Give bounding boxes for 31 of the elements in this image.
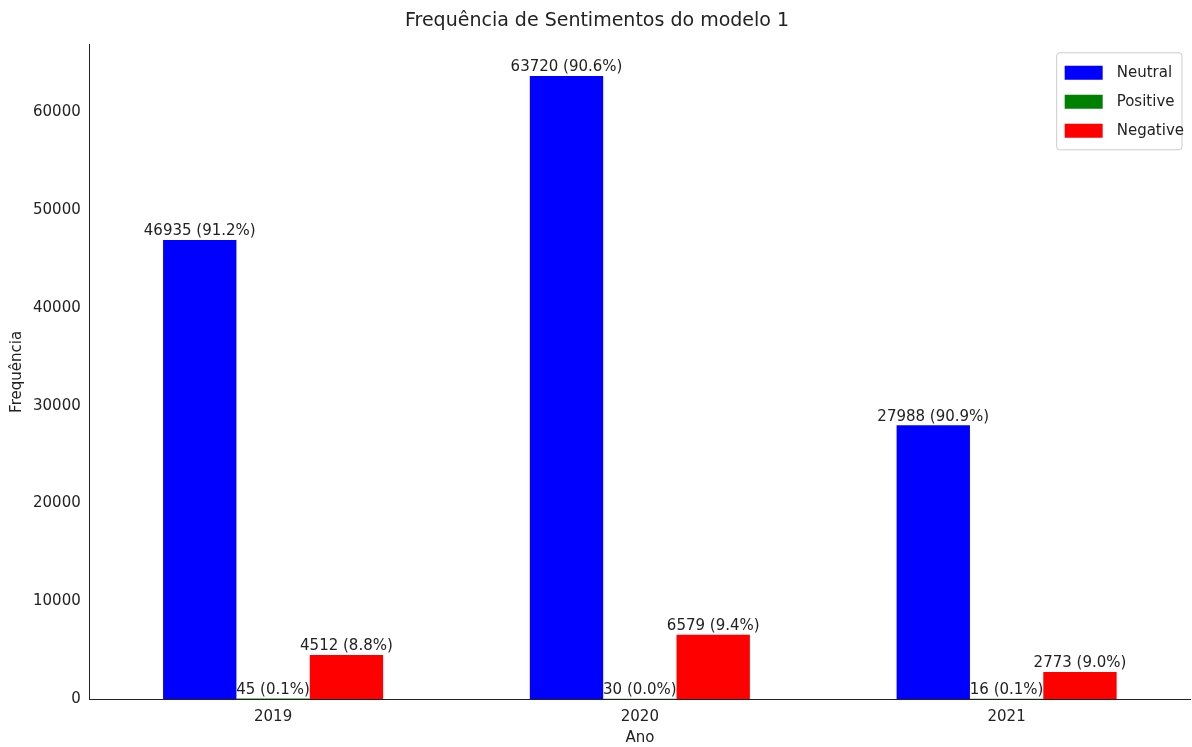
bar xyxy=(309,654,384,699)
data-label: 2773 (9.0%) xyxy=(1033,653,1127,672)
x-tick-label: 2020 xyxy=(620,706,659,725)
data-label: 6579 (9.4%) xyxy=(666,616,760,635)
y-tick-label: 0 xyxy=(71,688,81,707)
legend-label: Positive xyxy=(1116,91,1175,110)
y-tick-label: 40000 xyxy=(33,297,81,316)
data-label: 63720 (90.6%) xyxy=(510,57,623,76)
data-label: 45 (0.1%) xyxy=(236,679,310,698)
legend-label: Negative xyxy=(1116,120,1185,139)
x-axis-title: Ano xyxy=(625,727,655,746)
y-tick-label: 50000 xyxy=(33,200,81,218)
data-label: 16 (0.1%) xyxy=(969,680,1044,699)
data-label: 30 (0.0%) xyxy=(603,680,677,699)
bar xyxy=(896,425,970,699)
bar xyxy=(163,240,237,699)
bar xyxy=(676,634,750,699)
y-tick-label: 60000 xyxy=(33,102,81,121)
x-tick-label: 2019 xyxy=(254,706,293,725)
y-tick-label: 10000 xyxy=(33,591,81,610)
data-label: 27988 (90.9%) xyxy=(877,406,990,425)
data-label: 46935 (91.2%) xyxy=(143,221,256,240)
y-tick-label: 30000 xyxy=(33,395,81,414)
bar xyxy=(529,75,604,699)
data-label: 4512 (8.8%) xyxy=(300,636,393,655)
chart-title: Frequência de Sentimentos do modelo 1 xyxy=(404,8,790,31)
x-tick-label: 2021 xyxy=(987,706,1026,725)
legend-label: Neutral xyxy=(1116,62,1173,81)
y-tick-label: 20000 xyxy=(33,493,81,512)
y-axis-title: Frequência xyxy=(6,330,25,413)
bar xyxy=(1043,671,1117,699)
